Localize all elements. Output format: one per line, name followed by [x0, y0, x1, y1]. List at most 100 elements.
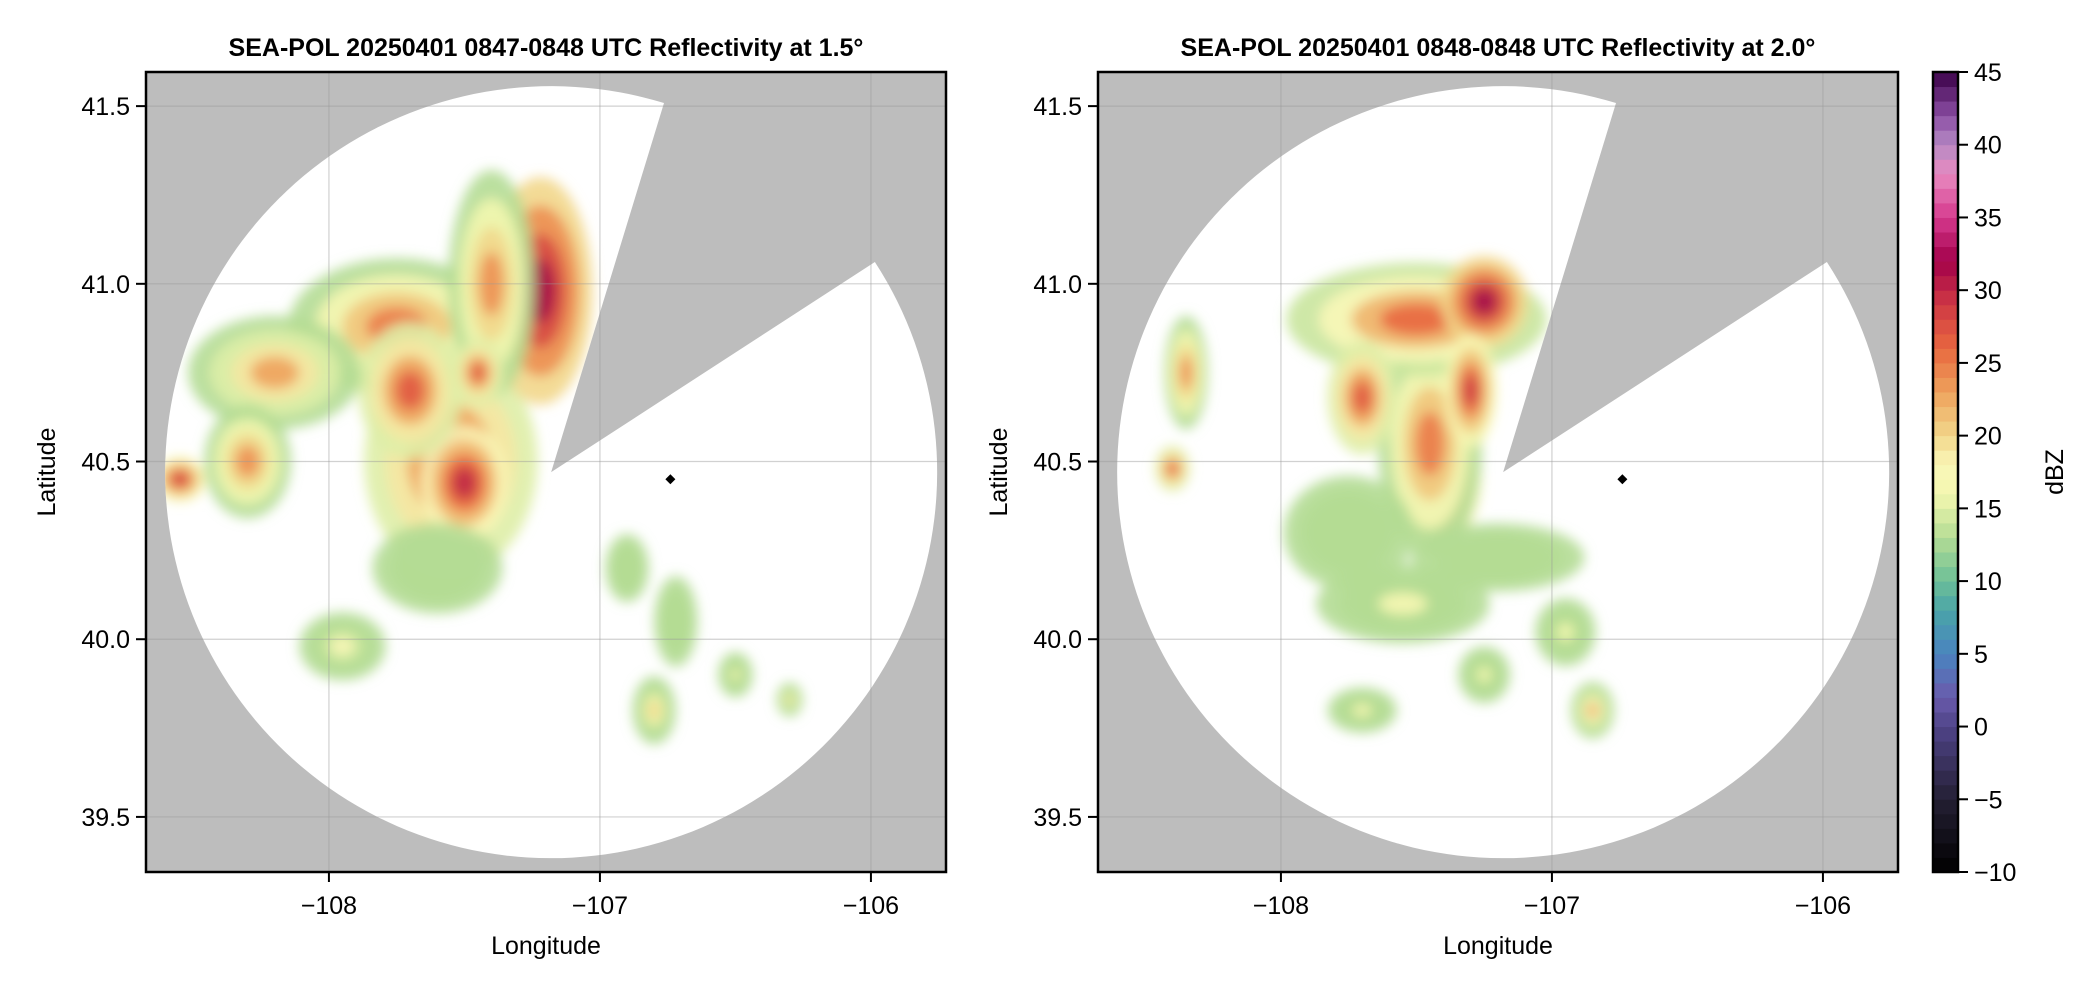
reflectivity-cell [1379, 303, 1454, 336]
panel-right-plot-area [1096, 70, 1900, 874]
axes-frame [1096, 70, 1900, 874]
y-tick-label: 40.5 [1033, 449, 1082, 477]
colorbar-bin [1933, 595, 1958, 611]
panel-left-y-ticks: 39.5 40.0 40.5 41.0 41.5 [81, 93, 146, 832]
colorbar-bin [1933, 464, 1958, 480]
panel-right-title: SEA-POL 20250401 0848-0848 UTC Reflectiv… [1181, 34, 1816, 62]
reflectivity-cell [785, 694, 794, 705]
panel-left-x-label: Longitude [491, 932, 601, 960]
radar-coverage-area [1117, 86, 1890, 859]
y-tick-label: 39.5 [1033, 804, 1082, 832]
reflectivity-cell [1352, 381, 1372, 414]
reflectivity-cell [419, 555, 456, 581]
y-tick-label: 41.0 [81, 271, 130, 299]
y-tick-label: 41.5 [81, 93, 130, 121]
colorbar-label: dBZ [2041, 449, 2069, 495]
colorbar-bin [1933, 842, 1958, 858]
reflectivity-cell [172, 472, 188, 486]
x-tick-label: −108 [301, 892, 357, 920]
colorbar-bin [1933, 333, 1958, 349]
colorbar-bin [1933, 668, 1958, 684]
reflectivity-cell [250, 356, 300, 389]
colorbar-bin [1933, 86, 1958, 102]
reflectivity-cell [1415, 411, 1445, 476]
colorbar-tick-label: 40 [1974, 132, 2002, 160]
colorbar-tick-label: −10 [1974, 859, 2016, 887]
colorbar-bin [1933, 552, 1958, 568]
colorbar-bin [1933, 610, 1958, 626]
y-tick-label: 40.0 [1033, 626, 1082, 654]
colorbar-bin [1933, 72, 1958, 88]
reflectivity-cell [1473, 547, 1523, 568]
colorbar-bin [1933, 479, 1958, 495]
colorbar-bins [1933, 72, 1958, 873]
colorbar-bin [1933, 275, 1958, 291]
gridlines [146, 72, 946, 872]
colorbar-tick-label: −5 [1974, 786, 2003, 814]
colorbar: −10 −5 0 5 10 15 20 25 30 35 40 45 dBZ [1931, 59, 2069, 887]
colorbar-bin [1933, 406, 1958, 422]
panel-left-y-label: Latitude [33, 428, 61, 517]
colorbar-bin [1933, 202, 1958, 218]
reflectivity-cell [1352, 703, 1372, 717]
colorbar-tick-label: 5 [1974, 641, 1988, 669]
colorbar-bin [1933, 392, 1958, 408]
colorbar-bin [1933, 493, 1958, 509]
panel-right: SEA-POL 20250401 0848-0848 UTC Reflectiv… [985, 34, 1900, 960]
panel-left-title: SEA-POL 20250401 0847-0848 UTC Reflectiv… [229, 34, 864, 62]
reflectivity-cell [479, 251, 504, 316]
reflectivity-cell [452, 466, 477, 499]
y-tick-label: 40.5 [81, 449, 130, 477]
colorbar-bin [1933, 741, 1958, 757]
panel-right-y-ticks: 39.5 40.0 40.5 41.0 41.5 [1033, 93, 1098, 832]
reflectivity-cell [669, 608, 682, 635]
colorbar-bin [1933, 261, 1958, 277]
reflectivity-cell [330, 636, 355, 656]
colorbar-tick-label: 25 [1974, 350, 2002, 378]
radar-site-marker [1617, 474, 1628, 485]
x-tick-label: −107 [572, 892, 628, 920]
colorbar-bin [1933, 130, 1958, 146]
colorbar-tick-label: 0 [1974, 714, 1988, 742]
reflectivity-cell [235, 445, 260, 478]
panel-left: SEA-POL 20250401 0847-0848 UTC Reflectiv… [33, 34, 948, 960]
colorbar-tick-label: 30 [1974, 277, 2002, 305]
panel-right-y-label: Latitude [985, 428, 1013, 517]
axes-frame [144, 70, 948, 874]
colorbar-bin [1933, 624, 1958, 640]
reflectivity-field [165, 170, 803, 745]
x-tick-label: −107 [1524, 892, 1580, 920]
reflectivity-cell [648, 700, 661, 720]
colorbar-bin [1933, 421, 1958, 437]
colorbar-bin [1933, 173, 1958, 189]
reflectivity-cell [1179, 356, 1193, 389]
panel-right-x-label: Longitude [1443, 932, 1553, 960]
reflectivity-cell [1556, 622, 1575, 642]
colorbar-bin [1933, 828, 1958, 844]
gridlines [1098, 72, 1898, 872]
colorbar-bin [1933, 799, 1958, 815]
colorbar-bin [1933, 435, 1958, 451]
colorbar-bin [1933, 144, 1958, 160]
reflectivity-cell [1167, 462, 1178, 476]
colorbar-tick-label: 10 [1974, 568, 2002, 596]
x-tick-label: −106 [843, 892, 899, 920]
colorbar-bin [1933, 581, 1958, 597]
colorbar-tick-label: 15 [1974, 495, 2002, 523]
colorbar-bin [1933, 712, 1958, 728]
colorbar-bin [1933, 115, 1958, 131]
colorbar-bin [1933, 770, 1958, 786]
colorbar-bin [1933, 290, 1958, 306]
colorbar-bin [1933, 217, 1958, 233]
colorbar-tick-label: 35 [1974, 204, 2002, 232]
colorbar-bin [1933, 319, 1958, 335]
colorbar-bin [1933, 522, 1958, 538]
reflectivity-cell [620, 558, 634, 578]
reflectivity-cell [1471, 288, 1497, 315]
colorbar-tick-label: 20 [1974, 423, 2002, 451]
colorbar-bin [1933, 813, 1958, 829]
reflectivity-cell [730, 668, 741, 682]
colorbar-ticks: −10 −5 0 5 10 15 20 25 30 35 40 45 [1958, 59, 2016, 887]
colorbar-bin [1933, 246, 1958, 262]
colorbar-bin [1933, 857, 1958, 873]
